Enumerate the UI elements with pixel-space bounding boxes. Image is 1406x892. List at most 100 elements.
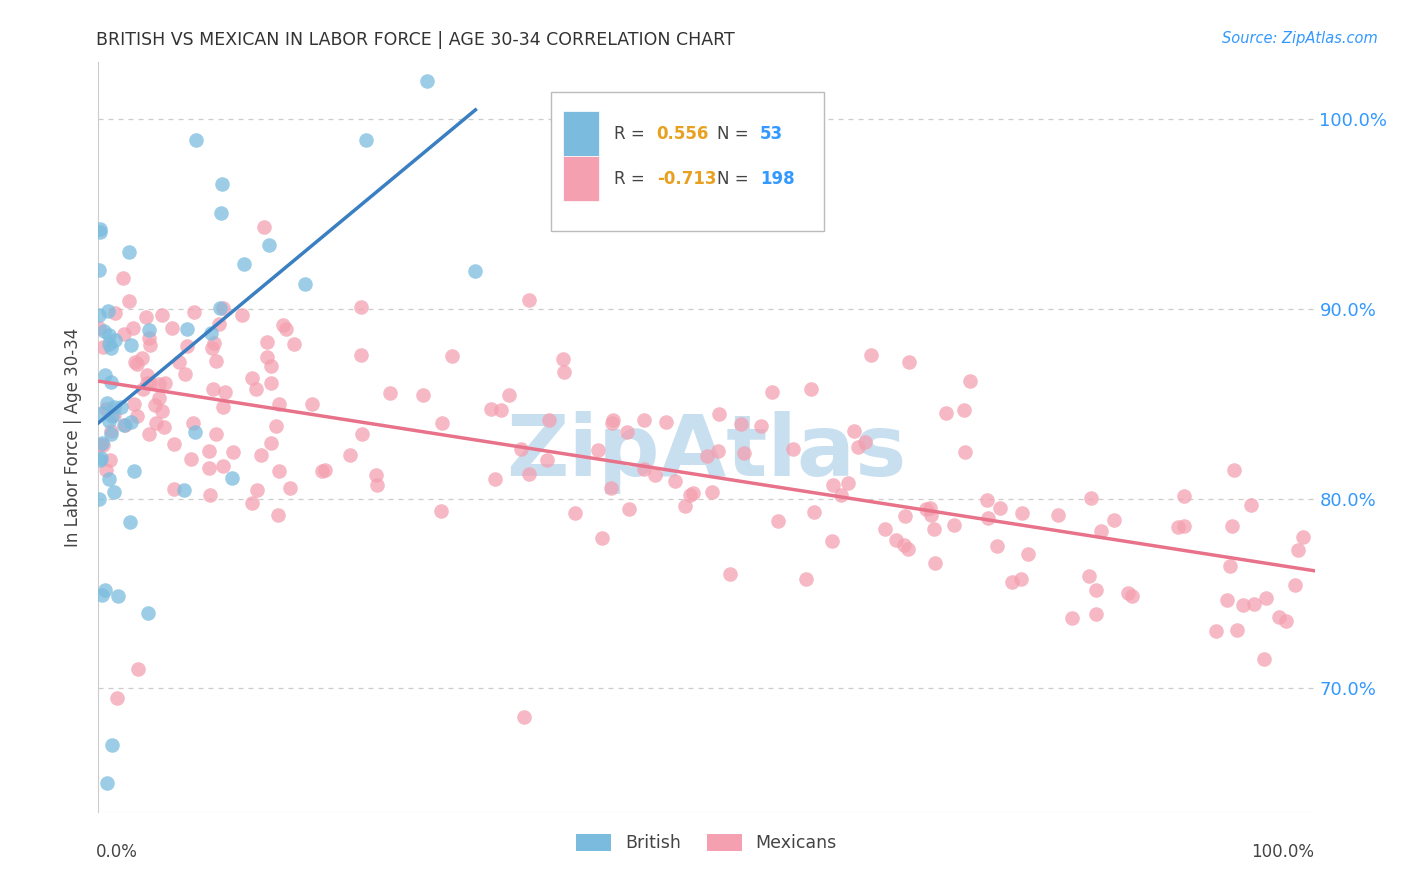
Point [633, 462, 655, 476]
Point [209, 205, 232, 219]
Point [114, 418, 136, 433]
Point [93, 324, 115, 338]
Point [111, 270, 134, 285]
Point [87, 308, 110, 322]
Point [91, 406, 114, 420]
Point [150, 309, 173, 323]
Point [479, 401, 502, 416]
Point [201, 341, 224, 355]
Point [837, 476, 859, 491]
Point [97, 336, 120, 351]
Text: BRITISH VS MEXICAN IN LABOR FORCE | AGE 30-34 CORRELATION CHART: BRITISH VS MEXICAN IN LABOR FORCE | AGE … [96, 31, 734, 49]
Point [240, 496, 263, 510]
Point [143, 397, 166, 411]
Point [1167, 519, 1189, 533]
Point [1077, 569, 1099, 583]
Point [214, 385, 236, 400]
Point [602, 416, 624, 430]
Point [260, 359, 283, 374]
Point [162, 437, 184, 451]
Point [709, 407, 731, 421]
Point [922, 522, 945, 536]
Point [98, 414, 121, 428]
Point [221, 471, 243, 485]
Point [1010, 572, 1032, 586]
Point [269, 464, 291, 478]
Point [148, 392, 170, 406]
Point [252, 220, 274, 235]
Point [100, 341, 122, 355]
Point [231, 308, 253, 322]
Point [87, 491, 110, 506]
Point [132, 382, 155, 396]
Point [517, 467, 540, 481]
Point [1047, 508, 1070, 522]
Point [751, 418, 773, 433]
Point [1222, 463, 1244, 477]
Point [314, 463, 336, 477]
Point [180, 452, 202, 467]
Point [920, 508, 942, 523]
Point [591, 531, 613, 545]
Point [990, 500, 1012, 515]
Point [679, 488, 702, 502]
Text: R =: R = [614, 125, 650, 143]
Point [1001, 575, 1024, 590]
Point [1060, 611, 1083, 625]
Point [720, 566, 742, 581]
Point [160, 321, 183, 335]
Point [212, 458, 235, 473]
Point [664, 475, 686, 489]
Point [873, 522, 896, 536]
Point [1219, 558, 1241, 573]
Point [955, 444, 977, 458]
Point [952, 403, 974, 417]
Point [696, 450, 718, 464]
Point [211, 301, 233, 315]
Point [97, 303, 120, 318]
Point [110, 400, 132, 414]
Point [201, 382, 224, 396]
Point [96, 776, 118, 790]
Point [266, 419, 288, 434]
Point [429, 504, 451, 518]
Text: R =: R = [614, 169, 650, 187]
Point [139, 337, 162, 351]
Point [222, 445, 245, 459]
Point [112, 418, 135, 433]
Point [803, 505, 825, 519]
Point [464, 264, 486, 278]
Point [853, 435, 876, 450]
Point [273, 318, 295, 332]
Point [183, 305, 205, 319]
Point [153, 420, 176, 434]
Point [1205, 624, 1227, 638]
Point [301, 397, 323, 411]
Point [97, 472, 120, 486]
Point [87, 320, 110, 334]
Point [599, 481, 621, 495]
Point [794, 573, 817, 587]
Point [120, 337, 142, 351]
Point [920, 500, 942, 515]
FancyBboxPatch shape [562, 156, 599, 201]
Point [98, 453, 121, 467]
Point [586, 443, 609, 458]
Point [1085, 607, 1108, 622]
Text: 100.0%: 100.0% [1251, 843, 1315, 861]
Point [260, 376, 283, 391]
Point [138, 331, 160, 345]
Point [602, 413, 624, 427]
Point [942, 518, 965, 533]
Point [97, 327, 120, 342]
Point [553, 365, 575, 379]
Point [498, 388, 520, 402]
Point [183, 417, 205, 431]
Point [366, 467, 388, 482]
Point [138, 426, 160, 441]
Text: 0.556: 0.556 [657, 125, 709, 143]
Point [1090, 524, 1112, 538]
Point [94, 401, 117, 416]
Point [513, 710, 536, 724]
Point [176, 321, 198, 335]
